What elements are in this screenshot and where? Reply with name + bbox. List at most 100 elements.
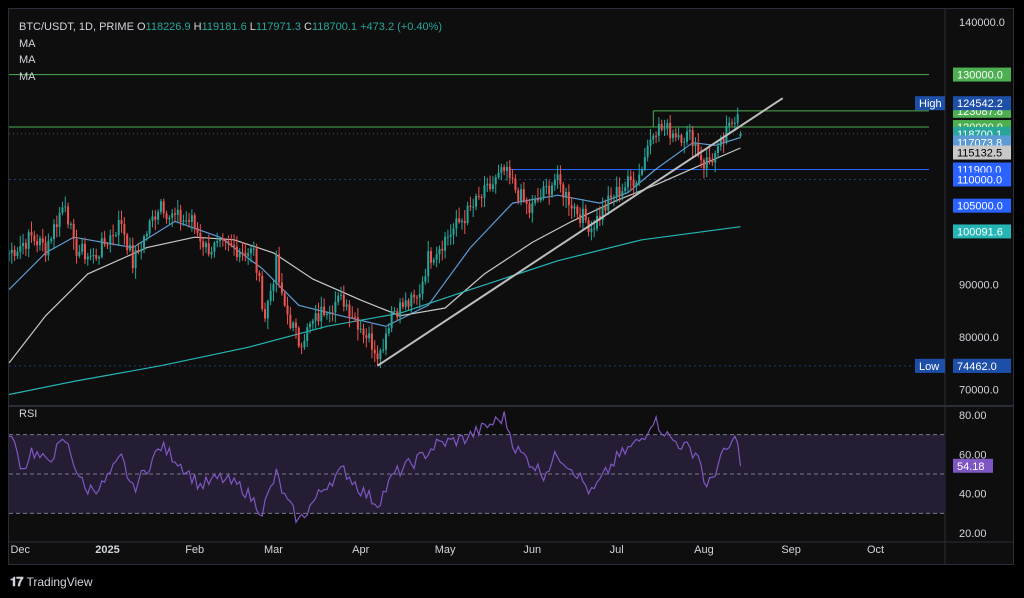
candle-body [719, 138, 722, 147]
candle-body [148, 220, 151, 234]
price-axis: 130000.0123087.8120000.0118700.1117073.8… [915, 17, 1011, 396]
candle-body [607, 195, 610, 211]
range-marker-tag [915, 96, 945, 111]
range-marker-tag [915, 358, 945, 373]
candle-body [407, 300, 410, 307]
candle-body [520, 189, 523, 202]
candle-body [13, 249, 16, 257]
range-marker-label: Low [919, 361, 939, 373]
range-marker-value-tag [953, 96, 1011, 111]
ma-legend-3[interactable]: MA [19, 70, 36, 83]
candle-body [686, 131, 689, 142]
candle-body [660, 123, 663, 130]
candle-body [567, 191, 570, 206]
time-axis-tick: May [435, 544, 456, 556]
candle-body [733, 122, 736, 124]
candle-body [517, 190, 520, 202]
candle-body [522, 189, 525, 202]
candle-body [162, 201, 165, 214]
time-axis-tick: Oct [867, 544, 884, 556]
candle-body [708, 157, 711, 160]
candle-body [632, 179, 635, 187]
candle-body [134, 250, 137, 269]
candle-body [621, 191, 624, 197]
candle-body [33, 235, 36, 241]
candle-body [553, 180, 556, 186]
candle-body [680, 135, 683, 143]
time-axis-tick: Jun [523, 544, 541, 556]
candle-body [688, 130, 691, 132]
candle-body [233, 245, 236, 247]
candle-body [382, 349, 385, 351]
candle-body [469, 205, 472, 207]
candle-body [396, 310, 399, 318]
rsi-pane-title: RSI [19, 408, 37, 420]
rsi-line [9, 411, 742, 524]
candle-body [525, 201, 528, 204]
candle-body [505, 166, 508, 171]
candle-body [477, 195, 480, 197]
brand-name[interactable]: TradingView [26, 575, 93, 589]
candle-body [78, 251, 81, 257]
ascending-trendline [377, 97, 784, 367]
candle-body [399, 302, 402, 318]
candle-body [323, 306, 326, 316]
candle-body [500, 167, 503, 173]
price-axis-tick: 70000.0 [959, 384, 999, 396]
symbol-title[interactable]: BTC/USDT, 1D, PRIME [19, 21, 134, 33]
candle-body [354, 317, 357, 319]
candle-body [98, 256, 101, 259]
price-chart-svg[interactable]: RSI 80.00 60.00 40.00 20.00 54.18 130000.0123… [9, 9, 1014, 565]
chart-area[interactable]: RSI 80.00 60.00 40.00 20.00 54.18 130000.0 123… [8, 8, 1014, 565]
price-tag-label: 115132.5 [957, 148, 1002, 160]
candle-body [697, 143, 700, 155]
candle-body [475, 195, 478, 207]
candle-body [438, 248, 441, 255]
candle-body [320, 306, 323, 322]
candle-body [415, 297, 418, 299]
candle-body [165, 213, 168, 220]
candle-body [185, 220, 188, 222]
candle-body [112, 235, 115, 237]
candle-body [356, 317, 359, 330]
tradingview-logo-icon[interactable]: 𝟏𝟕 [10, 574, 24, 589]
ma-legend-2[interactable]: MA [19, 54, 36, 66]
candle-body [368, 333, 371, 339]
candle-body [38, 238, 41, 246]
candle-body [435, 254, 438, 260]
candle-body [550, 185, 553, 195]
price-tag [953, 67, 1011, 82]
moving-average-line-3 [9, 226, 741, 396]
candle-body [171, 213, 174, 218]
candle-body [534, 198, 537, 203]
price-axis-tick: 90000.0 [959, 279, 999, 291]
candle-body [188, 220, 191, 222]
candle-body [652, 135, 655, 140]
candle-body [610, 195, 613, 198]
candle-body [283, 293, 286, 306]
price-axis-tick: 80000.0 [959, 332, 999, 344]
candle-body [224, 239, 227, 242]
candle-body [151, 216, 154, 221]
candle-body [638, 174, 641, 183]
candle-body [314, 313, 317, 321]
close-value: 118700.1 [311, 21, 358, 33]
ma-legend-1[interactable]: MA [19, 37, 36, 50]
candle-body [677, 135, 680, 138]
candle-body [387, 328, 390, 334]
candle-body [221, 239, 224, 241]
candle-body [272, 284, 275, 291]
candle-body [379, 350, 382, 360]
candle-body [120, 220, 123, 225]
candle-body [275, 254, 278, 285]
rsi-axis-tick: 60.00 [959, 449, 987, 461]
candle-body [309, 323, 312, 328]
candle-body [559, 174, 562, 185]
candle-body [545, 185, 548, 187]
candle-body [47, 240, 50, 256]
candle-body [373, 349, 376, 354]
candle-body [53, 224, 56, 240]
candle-body [266, 301, 269, 319]
candle-body [491, 184, 494, 190]
